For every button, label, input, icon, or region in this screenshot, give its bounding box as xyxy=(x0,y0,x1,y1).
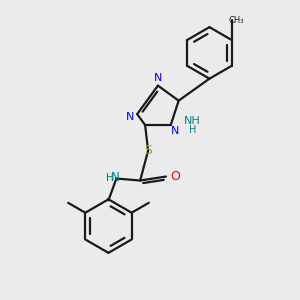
Text: H: H xyxy=(189,125,196,135)
Text: S: S xyxy=(144,144,152,157)
Text: H: H xyxy=(106,172,113,182)
Text: N: N xyxy=(171,126,180,136)
Text: NH: NH xyxy=(184,116,201,126)
Text: CH₃: CH₃ xyxy=(229,16,244,25)
Text: N: N xyxy=(111,171,120,184)
Text: O: O xyxy=(170,170,180,183)
Text: N: N xyxy=(125,112,134,122)
Text: N: N xyxy=(154,73,162,83)
